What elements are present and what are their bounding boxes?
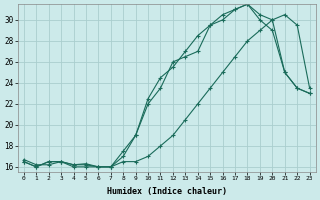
X-axis label: Humidex (Indice chaleur): Humidex (Indice chaleur) — [107, 187, 227, 196]
